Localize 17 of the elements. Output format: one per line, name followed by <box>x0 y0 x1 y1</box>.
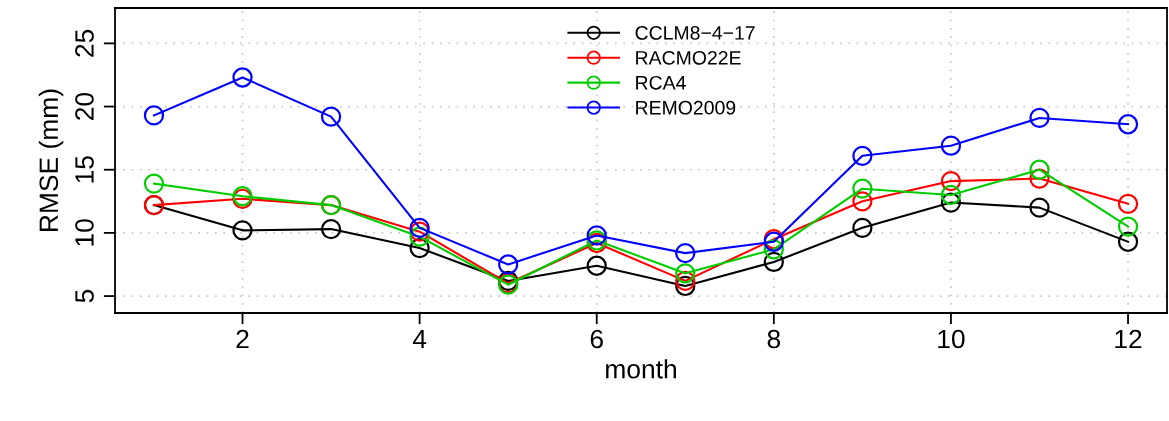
x-axis-title: month <box>606 359 676 379</box>
x-tick-label: 12 <box>1115 329 1142 349</box>
y-tick-label: 20 <box>75 92 94 120</box>
legend-label: CCLM8−4−17 <box>635 26 755 40</box>
legend-label: REMO2009 <box>636 100 736 115</box>
y-tick-label: 25 <box>75 29 94 57</box>
y-axis-title: RMSE (mm) <box>38 89 64 231</box>
legend-label: RACMO22E <box>636 50 741 65</box>
x-tick-label: 2 <box>236 329 249 349</box>
x-tick-label: 6 <box>590 329 603 349</box>
legend-label: RCA4 <box>636 75 686 90</box>
x-tick-label: 4 <box>412 329 427 349</box>
y-tick-label: 5 <box>75 289 94 303</box>
x-tick-label: 8 <box>767 329 781 349</box>
y-tick-label: 15 <box>75 156 94 183</box>
x-tick-label: 10 <box>938 329 965 349</box>
y-tick-label: 10 <box>75 219 94 246</box>
